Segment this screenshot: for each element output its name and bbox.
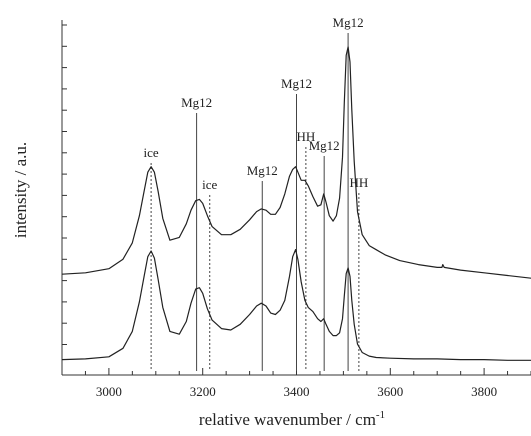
peak-label-mg12: Mg12 [281,76,312,91]
peak-label-mg12: Mg12 [309,138,340,153]
x-axis-title: relative wavenumber / cm-1 [199,409,385,429]
y-axis-minor-ticks [62,24,67,345]
peak-label-mg12: Mg12 [333,15,364,30]
x-tick-label: 3600 [377,384,403,399]
peak-label-ice: ice [202,177,217,192]
peak-label-mg12: Mg12 [181,95,212,110]
x-tick-label: 3000 [96,384,122,399]
x-axis-ticks: 3000 3200 3400 3600 3800 [61,368,531,399]
spectrum-line-1 [61,46,531,279]
x-axis-title-text: relative wavenumber / cm [199,410,376,429]
peak-marker-lines [150,33,360,371]
peak-label-mg12: Mg12 [247,163,278,178]
spectrum-line-2 [61,249,531,361]
peak-label-hh: HH [296,129,315,144]
spectra-series [61,46,531,361]
y-axis-title: intensity / a.u. [11,142,30,238]
x-axis-title-superscript: -1 [376,409,385,421]
x-tick-label: 3400 [284,384,310,399]
peak-label-hh: HH [349,175,368,190]
peak-label-ice: ice [144,145,159,160]
x-tick-label: 3200 [190,384,216,399]
x-tick-label: 3800 [471,384,497,399]
